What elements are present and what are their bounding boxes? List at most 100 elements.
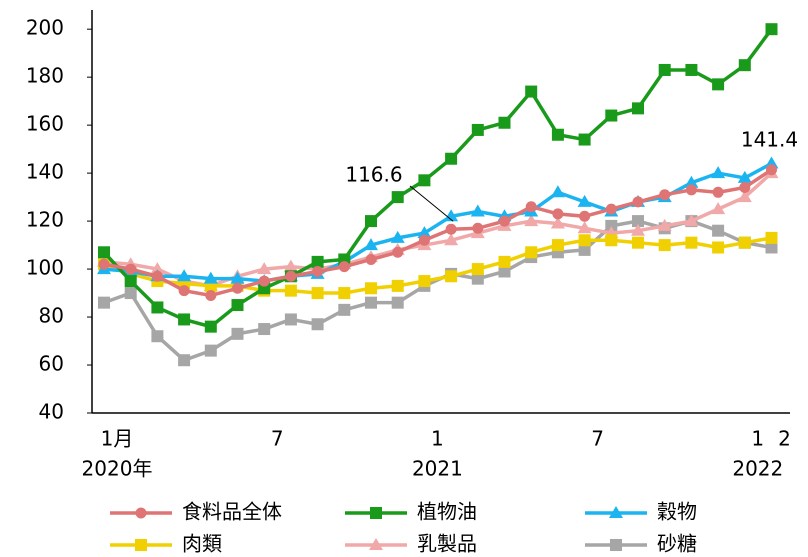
point bbox=[98, 296, 110, 309]
point bbox=[312, 265, 324, 277]
point bbox=[311, 287, 324, 300]
point bbox=[418, 275, 431, 288]
legend-label: 穀物 bbox=[657, 500, 697, 524]
point bbox=[579, 210, 591, 222]
point bbox=[311, 318, 324, 331]
point bbox=[283, 259, 298, 272]
legend-label: 肉類 bbox=[182, 532, 222, 556]
point bbox=[498, 255, 511, 268]
point bbox=[577, 221, 592, 234]
point bbox=[578, 133, 591, 146]
point bbox=[711, 202, 726, 215]
y-tick-label: 100 bbox=[26, 256, 64, 280]
point bbox=[471, 263, 484, 276]
point bbox=[524, 214, 539, 227]
point bbox=[525, 85, 538, 98]
point bbox=[766, 164, 777, 176]
point bbox=[257, 262, 272, 275]
point bbox=[498, 116, 511, 129]
point bbox=[685, 184, 697, 196]
point bbox=[659, 189, 671, 201]
point bbox=[470, 204, 485, 217]
point bbox=[178, 313, 191, 326]
point bbox=[311, 255, 324, 268]
point bbox=[578, 243, 591, 256]
point bbox=[499, 215, 510, 227]
x-tick-label: 7 bbox=[271, 427, 284, 451]
point bbox=[550, 185, 565, 198]
point bbox=[125, 263, 137, 275]
point bbox=[418, 174, 431, 187]
point bbox=[445, 223, 457, 235]
point bbox=[150, 262, 165, 275]
legend-label: 砂糖 bbox=[657, 532, 697, 556]
point bbox=[765, 23, 778, 36]
y-tick-label: 160 bbox=[26, 112, 64, 136]
point bbox=[684, 214, 699, 227]
legend-marker bbox=[609, 506, 623, 518]
point bbox=[684, 175, 699, 188]
point bbox=[658, 63, 671, 76]
point bbox=[551, 239, 564, 252]
point bbox=[204, 344, 217, 357]
point bbox=[632, 215, 644, 228]
series bbox=[98, 215, 778, 367]
legend-marker bbox=[135, 507, 147, 519]
point bbox=[230, 271, 245, 284]
point bbox=[472, 222, 484, 234]
series bbox=[97, 156, 779, 287]
point bbox=[605, 203, 617, 215]
legend-marker bbox=[370, 507, 382, 519]
point bbox=[632, 196, 644, 208]
point bbox=[258, 275, 270, 287]
x-tick-label: 1月 bbox=[101, 427, 134, 451]
point bbox=[151, 330, 164, 343]
point bbox=[765, 231, 778, 244]
series-line bbox=[103, 236, 772, 295]
point bbox=[444, 233, 459, 246]
point bbox=[178, 285, 190, 297]
y-tick-label: 80 bbox=[39, 304, 64, 328]
point bbox=[632, 102, 644, 115]
point bbox=[525, 201, 537, 213]
point bbox=[391, 279, 404, 292]
point bbox=[177, 269, 192, 282]
point bbox=[632, 236, 644, 249]
point bbox=[417, 226, 432, 239]
x-tick-label: 2 bbox=[778, 427, 791, 451]
point bbox=[203, 271, 218, 284]
point bbox=[765, 241, 778, 254]
point bbox=[685, 63, 698, 76]
x-tick-label: 1 bbox=[751, 427, 764, 451]
point bbox=[658, 239, 671, 252]
point bbox=[605, 219, 618, 232]
point bbox=[231, 327, 244, 340]
point bbox=[124, 275, 137, 288]
point bbox=[338, 303, 351, 316]
data-label: 116.6 bbox=[345, 163, 402, 187]
point bbox=[258, 323, 271, 336]
leader-line bbox=[409, 185, 454, 222]
point bbox=[391, 296, 404, 309]
point bbox=[444, 209, 459, 222]
legend-label: 植物油 bbox=[417, 500, 477, 524]
series bbox=[97, 166, 779, 291]
y-tick-label: 200 bbox=[26, 16, 64, 40]
series bbox=[98, 164, 777, 301]
point bbox=[711, 166, 726, 179]
point bbox=[445, 152, 458, 165]
point bbox=[577, 194, 592, 207]
point bbox=[739, 182, 751, 194]
y-tick-label: 140 bbox=[26, 160, 64, 184]
point bbox=[338, 287, 351, 300]
point bbox=[657, 218, 672, 231]
point bbox=[738, 59, 751, 72]
point bbox=[365, 282, 377, 295]
point bbox=[551, 128, 564, 141]
point bbox=[124, 287, 137, 300]
legend-label: 乳製品 bbox=[417, 532, 477, 556]
point bbox=[204, 320, 217, 333]
y-tick-label: 60 bbox=[39, 352, 64, 376]
point bbox=[364, 238, 378, 251]
